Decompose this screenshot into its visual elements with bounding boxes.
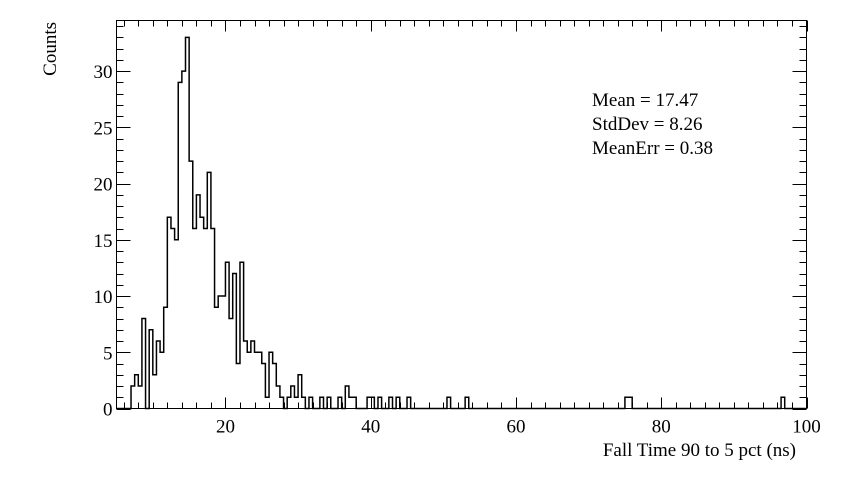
stat-meanerr: MeanErr = 0.38 bbox=[592, 138, 713, 159]
y-tick-label: 0 bbox=[103, 400, 113, 421]
y-tick-label: 20 bbox=[94, 175, 113, 196]
y-tick-label: 25 bbox=[94, 118, 113, 139]
x-tick-label: 60 bbox=[506, 417, 525, 438]
y-tick-label: 5 bbox=[103, 343, 113, 364]
stat-mean: Mean = 17.47 bbox=[592, 90, 698, 111]
stat-stddev: StdDev = 8.26 bbox=[592, 114, 702, 135]
plot-frame bbox=[116, 20, 807, 409]
x-tick-label: 100 bbox=[792, 417, 821, 438]
x-tick-label: 80 bbox=[652, 417, 671, 438]
y-axis-title: Counts bbox=[40, 22, 61, 76]
y-tick-label: 30 bbox=[94, 62, 113, 83]
x-tick-label: 20 bbox=[216, 417, 235, 438]
axis-ticks bbox=[116, 20, 808, 410]
axis-tick-labels: 20 40 60 80 100 0 5 10 15 20 25 30 bbox=[94, 62, 821, 437]
y-tick-label: 15 bbox=[94, 231, 113, 252]
x-tick-label: 40 bbox=[361, 417, 380, 438]
x-axis-title: Fall Time 90 to 5 pct (ns) bbox=[603, 440, 796, 461]
histogram-line bbox=[116, 36, 807, 410]
y-tick-label: 10 bbox=[94, 287, 113, 308]
